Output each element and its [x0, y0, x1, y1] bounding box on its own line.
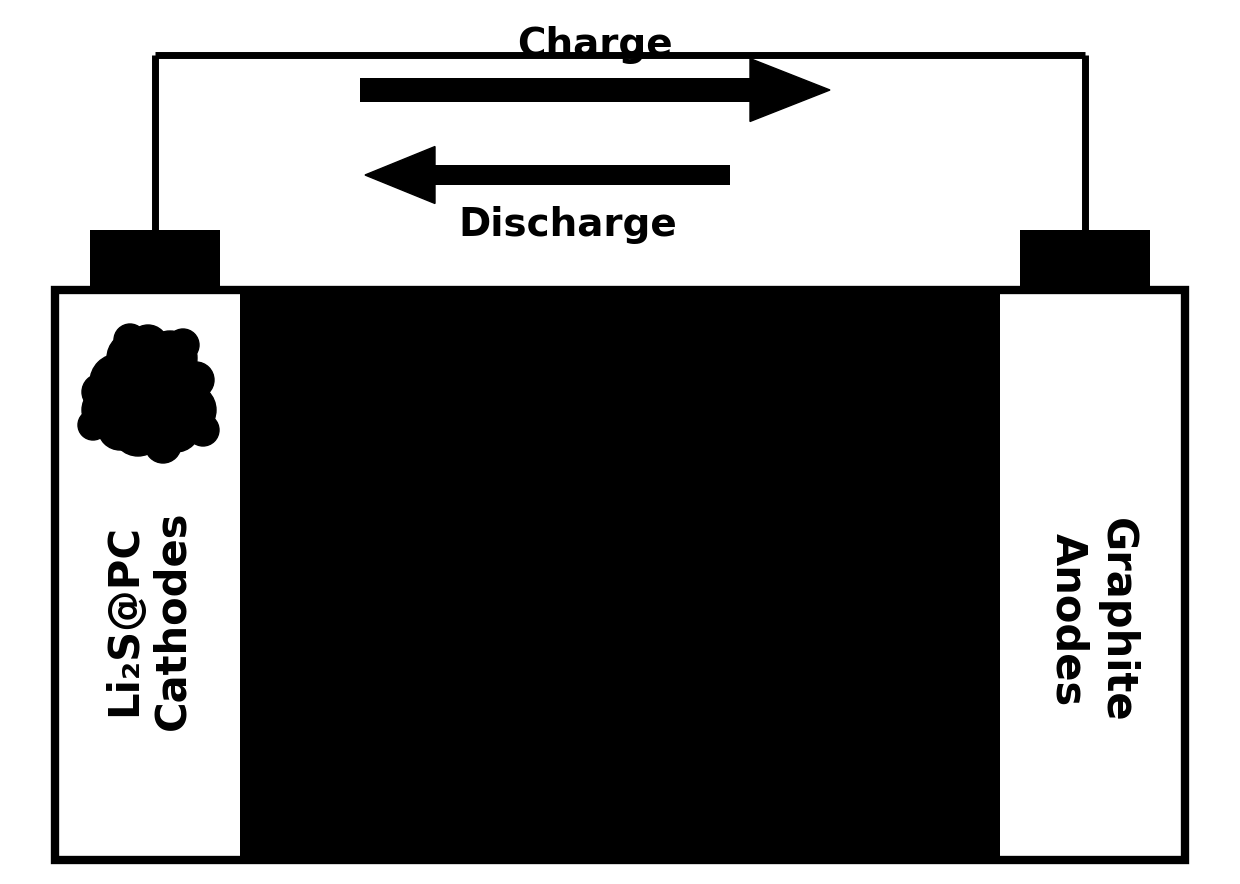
Circle shape: [179, 362, 215, 398]
Circle shape: [120, 392, 156, 428]
Polygon shape: [750, 58, 830, 121]
Circle shape: [107, 332, 159, 384]
Circle shape: [138, 370, 179, 410]
Circle shape: [167, 329, 198, 361]
Bar: [55, 290, 1185, 860]
Circle shape: [112, 404, 164, 456]
Circle shape: [117, 368, 180, 432]
Bar: [1021, 230, 1149, 290]
Circle shape: [82, 386, 130, 434]
Bar: [55, 290, 1185, 860]
Text: Charge: Charge: [517, 26, 673, 64]
Circle shape: [91, 354, 146, 410]
Text: Discharge: Discharge: [458, 206, 677, 244]
Circle shape: [128, 325, 167, 365]
Circle shape: [98, 406, 143, 450]
Circle shape: [164, 384, 216, 436]
Circle shape: [78, 410, 108, 440]
Circle shape: [187, 414, 219, 446]
Circle shape: [143, 331, 197, 385]
Circle shape: [153, 404, 200, 452]
Text: Li₂S@PC
Cathodes: Li₂S@PC Cathodes: [103, 510, 193, 730]
Bar: [360, 79, 750, 102]
Bar: [91, 230, 219, 290]
Bar: [435, 164, 730, 186]
Circle shape: [114, 324, 146, 356]
Bar: [241, 290, 999, 860]
Polygon shape: [365, 147, 435, 203]
Text: Graphite
Anodes: Graphite Anodes: [1048, 518, 1138, 722]
Circle shape: [146, 354, 206, 414]
Circle shape: [82, 374, 118, 410]
Circle shape: [145, 427, 181, 463]
